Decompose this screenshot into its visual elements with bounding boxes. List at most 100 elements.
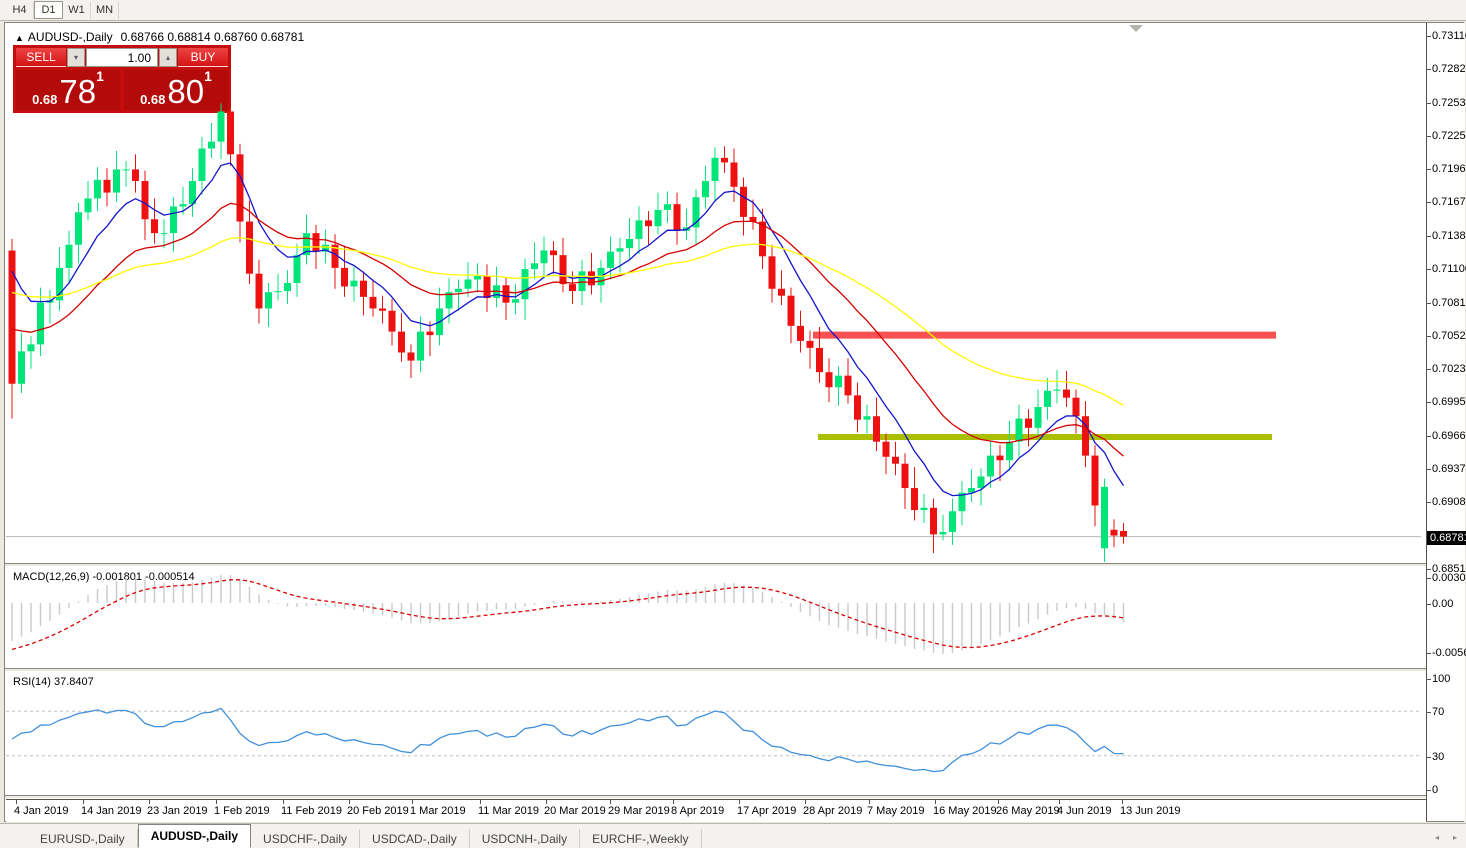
chart-window: ▲ AUDUSD-,Daily 0.68766 0.68814 0.68760 0.… (4, 22, 1466, 822)
axis-tick (1427, 36, 1431, 37)
timeframe-button-d1[interactable]: D1 (34, 1, 63, 19)
date-label: 20 Feb 2019 (347, 805, 409, 817)
date-tick (1059, 800, 1060, 804)
one-click-trading-panel: SELL ▾ ▴ BUY 0.68 78 1 0.68 80 1 (13, 45, 231, 113)
panel-splitter[interactable] (5, 795, 1463, 799)
price-tick-label: 0.72825 (1432, 63, 1466, 76)
price-tick-label: 0.70235 (1432, 363, 1466, 376)
chart-title: ▲ AUDUSD-,Daily 0.68766 0.68814 0.68760 0.… (15, 30, 304, 44)
axis-tick (1427, 202, 1431, 204)
axis-tick (1427, 69, 1431, 71)
tab-scroll-left-button[interactable]: ◂ (1434, 832, 1439, 842)
date-tick (673, 800, 674, 804)
date-label: 11 Feb 2019 (281, 805, 342, 817)
axis-tick (1427, 468, 1431, 470)
axis-tick (1427, 604, 1431, 605)
volume-input[interactable] (86, 48, 158, 67)
rsi-tick-label: 30 (1432, 750, 1445, 763)
axis-tick (1427, 369, 1431, 371)
buy-button[interactable]: BUY (178, 48, 228, 67)
date-label: 23 Jan 2019 (147, 805, 208, 817)
symbol-tab-usdcad[interactable]: USDCAD-,Daily (360, 829, 470, 848)
axis-tick (1427, 102, 1431, 104)
date-label: 1 Feb 2019 (214, 805, 270, 817)
date-tick (83, 800, 84, 804)
axis-tick (1427, 335, 1431, 337)
date-tick (480, 800, 481, 804)
tab-scroll-right-button[interactable]: ▸ (1452, 832, 1457, 842)
buy-price-prefix: 0.68 (140, 92, 166, 107)
axis-tick (1427, 756, 1431, 758)
sell-price-big: 78 (59, 73, 97, 110)
rsi-tick-label: 100 (1432, 673, 1451, 685)
date-tick (149, 800, 150, 804)
date-label: 14 Jan 2019 (81, 805, 142, 817)
axis-tick (1427, 435, 1431, 437)
price-tick-label: 0.71675 (1432, 196, 1466, 209)
timeframe-toolbar: H4 D1 W1 MN (0, 0, 1466, 21)
axis-tick (1427, 652, 1431, 654)
date-label: 11 Mar 2019 (478, 805, 539, 817)
price-tick-label: 0.70525 (1432, 329, 1466, 342)
date-tick (283, 800, 284, 804)
date-label: 13 Jun 2019 (1120, 805, 1181, 817)
date-tick (805, 800, 806, 804)
sell-button[interactable]: SELL (16, 48, 66, 67)
date-tick (998, 800, 999, 804)
symbol-tab-bar: EURUSD-,Daily AUDUSD-,Daily USDCHF-,Daily U… (0, 823, 1466, 848)
price-tick-label: 0.69085 (1432, 496, 1466, 509)
symbol-tab-eurchf[interactable]: EURCHF-,Weekly (580, 829, 702, 848)
date-tick (349, 800, 350, 804)
date-label: 4 Jun 2019 (1057, 805, 1112, 817)
rsi-tick-label: 0 (1432, 784, 1439, 796)
date-label: 16 May 2019 (933, 805, 997, 817)
symbol-tab-eurusd[interactable]: EURUSD-,Daily (28, 829, 138, 848)
collapse-triangle-icon[interactable]: ▲ (15, 33, 24, 43)
timeframe-button-w1[interactable]: W1 (63, 1, 91, 19)
date-label: 20 Mar 2019 (544, 805, 606, 817)
axis-tick (1427, 790, 1431, 791)
date-label: 8 Apr 2019 (671, 805, 725, 817)
symbol-tab-audusd[interactable]: AUDUSD-,Daily (137, 824, 252, 848)
axis-tick (1427, 402, 1431, 404)
timeframe-button-mn[interactable]: MN (91, 1, 119, 19)
panel-splitter[interactable] (5, 563, 1463, 567)
symbol-tab-usdcnh[interactable]: USDCNH-,Daily (470, 829, 581, 848)
timeframe-button-h4[interactable]: H4 (6, 1, 34, 19)
sell-price-pip: 1 (96, 68, 104, 84)
buy-price-box[interactable]: 0.68 80 1 (124, 68, 228, 110)
chart-shift-marker-icon[interactable] (1129, 25, 1143, 32)
date-label: 1 Mar 2019 (410, 805, 466, 817)
panel-splitter[interactable] (5, 668, 1463, 672)
symbol-period-label: AUDUSD-,Daily (27, 30, 113, 44)
axis-tick (1427, 502, 1431, 504)
sell-price-prefix: 0.68 (32, 92, 58, 107)
rsi-indicator-label: RSI(14) 37.8407 (13, 676, 94, 688)
date-label: 28 Apr 2019 (803, 805, 863, 817)
date-label: 29 Mar 2019 (608, 805, 670, 817)
date-tick (610, 800, 611, 804)
price-tick-label: 0.69375 (1432, 462, 1466, 475)
date-label: 26 May 2019 (996, 805, 1060, 817)
macd-tick-label: -0.005648 (1432, 646, 1466, 659)
sell-price-box[interactable]: 0.68 78 1 (16, 68, 120, 110)
axis-tick (1427, 302, 1431, 304)
date-tick (412, 800, 413, 804)
current-price-label: 0.68781 (1427, 530, 1466, 545)
ohlc-values: 0.68766 0.68814 0.68760 0.68781 (120, 30, 305, 44)
rsi-tick-label: 70 (1432, 706, 1445, 719)
volume-increase-button[interactable]: ▴ (159, 48, 177, 67)
date-tick (216, 800, 217, 804)
symbol-tab-usdchf[interactable]: USDCHF-,Daily (251, 829, 361, 848)
volume-decrease-button[interactable]: ▾ (67, 48, 85, 67)
buy-price-big: 80 (167, 73, 205, 110)
axis-tick (1427, 169, 1431, 171)
axis-tick (1427, 712, 1431, 714)
date-label: 7 May 2019 (867, 805, 925, 817)
